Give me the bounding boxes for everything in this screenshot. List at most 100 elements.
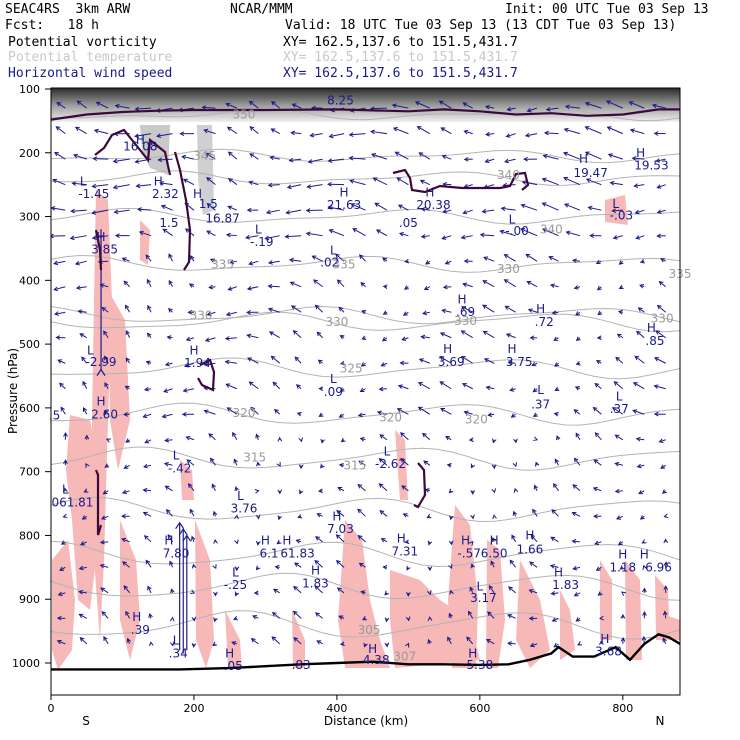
wind-vector: [104, 382, 109, 389]
wind-vector: [289, 281, 302, 288]
theta-contour: [51, 610, 680, 640]
wind-vector: [398, 231, 409, 237]
wind-vector: [125, 330, 131, 338]
wind-value-label: 19.53: [634, 159, 668, 173]
wind-extremum-marker: L: [237, 489, 244, 503]
wind-extremum-marker: H: [97, 395, 106, 409]
wind-vector: [157, 157, 173, 163]
wind-vector: [162, 228, 173, 237]
wind-value-label: 1.83: [302, 576, 329, 590]
wind-vector: [589, 233, 602, 239]
wind-value-label: 1.18: [609, 560, 636, 574]
wind-vector: [91, 209, 109, 215]
wind-vector: [563, 151, 581, 160]
wind-vector: [276, 462, 281, 467]
wind-vector: [226, 407, 238, 415]
theta-label: 330: [325, 315, 348, 329]
theta-label: 335: [211, 257, 234, 271]
wind-vector: [142, 511, 152, 517]
wind-vector: [294, 356, 302, 364]
wind-vector: [101, 611, 109, 619]
theta-label: 330: [497, 262, 520, 276]
wind-vector: [253, 590, 259, 596]
wind-vector: [529, 335, 538, 341]
wind-extremum-marker: L: [62, 483, 69, 497]
wind-vector: [292, 330, 302, 339]
wind-vector: [405, 616, 411, 622]
wind-vector: [362, 616, 368, 621]
wind-vector: [314, 585, 323, 594]
wind-vector: [462, 102, 473, 109]
wind-vector: [635, 436, 645, 442]
theta-contour: [51, 572, 680, 601]
wind-vector: [63, 432, 68, 440]
wind-vector: [201, 105, 216, 110]
wind-vector: [442, 208, 452, 214]
wind-vector: [213, 617, 218, 623]
wind-vector: [554, 458, 559, 466]
wind-vector: [663, 538, 669, 544]
wind-vector: [571, 538, 580, 544]
wind-vector: [248, 100, 259, 109]
wind-extremum-marker: H: [136, 133, 145, 147]
wind-vector: [77, 309, 87, 314]
wind-vector: [125, 357, 131, 364]
wind-vector: [614, 488, 623, 494]
wind-vector: [233, 458, 238, 466]
wind-vector: [632, 382, 645, 390]
wind-vector: [404, 258, 410, 264]
x-tick-label: 0: [48, 702, 55, 715]
wind-value-label: .39: [131, 623, 150, 637]
wind-vector: [573, 285, 581, 290]
wind-vector: [338, 413, 345, 418]
wind-vector: [147, 585, 152, 594]
wind-vector: [103, 410, 109, 415]
wind-vector: [234, 566, 240, 572]
wind-vector: [160, 204, 173, 211]
wind-vector: [206, 230, 216, 237]
wind-vector: [553, 336, 559, 341]
wind-extremum-marker: L: [537, 383, 544, 397]
wind-vector: [597, 310, 603, 316]
theta-label: 320: [465, 412, 488, 426]
wind-vector: [461, 306, 473, 313]
wind-vector: [417, 382, 431, 390]
wind-vector: [660, 258, 666, 263]
pv-contour: [392, 168, 530, 194]
wind-vector: [607, 153, 623, 160]
wind-vector: [358, 254, 366, 262]
wind-vector: [419, 179, 431, 186]
wind-vector: [492, 514, 497, 520]
wind-vector: [575, 432, 581, 441]
wind-value-label: 61.83: [280, 546, 314, 560]
wind-value-label: .05: [224, 659, 243, 673]
wind-vector: [181, 154, 195, 160]
wind-vector: [320, 463, 325, 469]
wind-vector: [338, 615, 345, 620]
wind-vector: [507, 641, 516, 646]
wind-vector: [468, 437, 474, 443]
wind-vector: [584, 125, 602, 135]
wind-vector: [397, 384, 409, 390]
wind-vector: [370, 129, 388, 135]
wind-vector: [284, 234, 302, 239]
wind-vector: [632, 409, 645, 415]
y-axis: 100 200 300 400 500 600 700 800 900 1000: [12, 83, 51, 670]
wind-vector: [168, 253, 173, 262]
theta-label: 330: [454, 314, 477, 328]
wind-vector: [587, 205, 602, 211]
wind-vector: [527, 308, 538, 313]
wind-vector: [595, 259, 602, 265]
wind-vector: [563, 176, 581, 186]
y-tick-label: 200: [19, 147, 40, 160]
wind-extremum-marker: H: [508, 342, 517, 356]
wind-vector: [339, 360, 345, 366]
wind-vector: [423, 285, 431, 291]
wind-vector: [376, 410, 388, 416]
wind-vector: [338, 306, 345, 313]
wind-vector: [339, 641, 345, 647]
wind-vector: [292, 610, 302, 619]
wind-vector: [148, 641, 154, 647]
init-time: Init: 00 UTC Tue 03 Sep 13: [505, 2, 709, 17]
wind-vector: [620, 613, 626, 619]
